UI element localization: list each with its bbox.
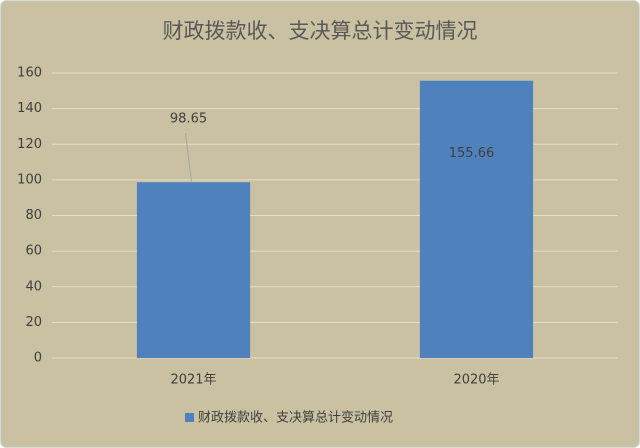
y-tick-label: 120 <box>17 137 42 152</box>
data-label: 98.65 <box>170 112 207 127</box>
y-tick-label: 20 <box>25 315 42 330</box>
bar <box>419 80 534 358</box>
y-tick-label: 80 <box>25 208 42 223</box>
data-label: 155.66 <box>449 146 495 161</box>
y-tick-label: 160 <box>17 66 42 81</box>
x-tick-label: 2020年 <box>453 373 499 388</box>
leader-line <box>185 132 192 183</box>
chart-title: 财政拨款收、支决算总计变动情况 <box>163 19 478 43</box>
legend-swatch <box>185 413 194 422</box>
y-tick-label: 100 <box>17 172 42 187</box>
x-tick-label: 2021年 <box>170 373 216 388</box>
y-tick-label: 60 <box>25 244 42 259</box>
y-tick-label: 140 <box>17 101 42 116</box>
bar <box>136 182 251 358</box>
y-tick-label: 0 <box>34 351 42 366</box>
legend-label: 财政拨款收、支决算总计变动情况 <box>198 410 393 426</box>
y-tick-label: 40 <box>25 279 42 294</box>
